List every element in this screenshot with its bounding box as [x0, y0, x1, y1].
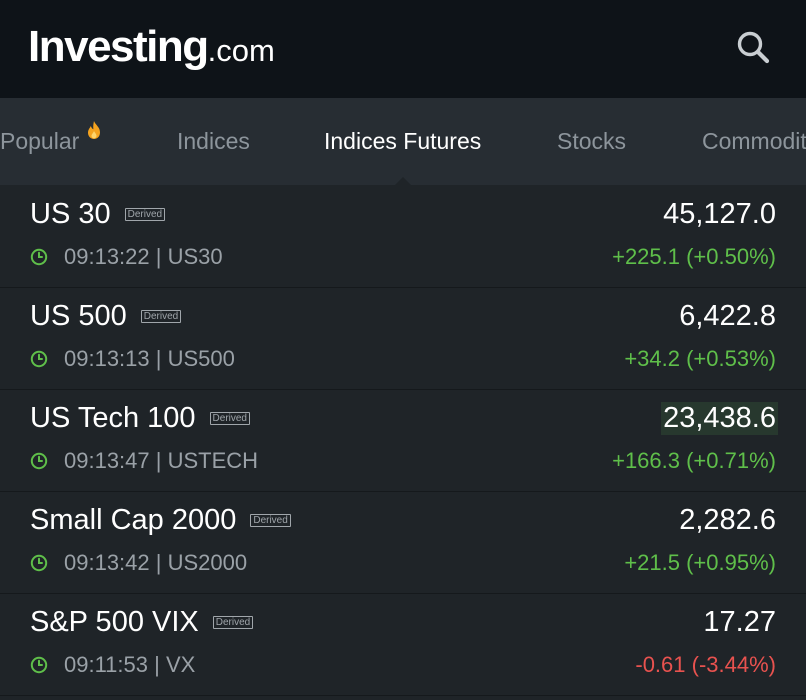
logo-suffix: .com — [207, 33, 275, 68]
instrument-name: US Tech 100 — [30, 402, 196, 434]
clock-icon — [30, 656, 48, 674]
instrument-name: S&P 500 VIX — [30, 606, 199, 638]
instrument-meta: 09:11:53 | VX — [30, 652, 195, 678]
instrument-list: US 30 Derived 09:13:22 | US30 45,127.0 +… — [0, 186, 806, 696]
instrument-name-wrap: Small Cap 2000 Derived — [30, 504, 291, 537]
instrument-meta: 09:13:42 | US2000 — [30, 550, 247, 576]
derived-badge: Derived — [140, 310, 182, 323]
fire-icon — [88, 121, 100, 139]
instrument-name: US 500 — [30, 300, 127, 332]
clock-icon — [30, 350, 48, 368]
list-item[interactable]: US Tech 100 Derived 09:13:47 | USTECH 23… — [0, 390, 806, 492]
instrument-change: +21.5 (+0.95%) — [624, 550, 776, 575]
tab-indices-futures[interactable]: Indices Futures — [324, 98, 481, 185]
instrument-name-wrap: US Tech 100 Derived — [30, 402, 250, 435]
tab-label: Indices — [177, 128, 250, 154]
instrument-price: 45,127.0 — [663, 198, 776, 230]
instrument-name-wrap: S&P 500 VIX Derived — [30, 606, 254, 639]
instrument-change: +166.3 (+0.71%) — [612, 448, 776, 473]
instrument-change: +34.2 (+0.53%) — [624, 346, 776, 371]
instrument-name: Small Cap 2000 — [30, 504, 237, 536]
tab-commodities[interactable]: Commodit — [702, 98, 806, 185]
clock-icon — [30, 554, 48, 572]
instrument-name: US 30 — [30, 198, 111, 230]
derived-badge: Derived — [124, 208, 166, 221]
investing-logo[interactable]: Investing .com — [28, 22, 275, 72]
instrument-time-symbol: 09:11:53 | VX — [64, 652, 196, 677]
instrument-time-symbol: 09:13:22 | US30 — [64, 244, 223, 269]
list-item[interactable]: US 500 Derived 09:13:13 | US500 6,422.8 … — [0, 288, 806, 390]
tab-label: Indices Futures — [324, 128, 482, 154]
search-icon[interactable] — [732, 26, 776, 70]
instrument-meta: 09:13:22 | US30 — [30, 244, 223, 270]
tab-popular[interactable]: Popular — [0, 98, 79, 185]
tab-label: Commodit — [702, 128, 806, 154]
instrument-time-symbol: 09:13:13 | US500 — [64, 346, 235, 371]
list-item[interactable]: Small Cap 2000 Derived 09:13:42 | US2000… — [0, 492, 806, 594]
tab-label: Popular — [0, 128, 80, 154]
instrument-name-wrap: US 30 Derived — [30, 198, 166, 231]
category-tabs: Popular Indices Indices Futures Stocks C… — [0, 98, 806, 185]
clock-icon — [30, 248, 48, 266]
derived-badge: Derived — [212, 616, 254, 629]
app-header: Investing .com — [0, 0, 806, 98]
instrument-time-symbol: 09:13:42 | US2000 — [64, 550, 248, 575]
tab-stocks[interactable]: Stocks — [557, 98, 626, 185]
instrument-change: +225.1 (+0.50%) — [612, 244, 776, 269]
active-tab-caret — [394, 177, 412, 186]
instrument-price: 2,282.6 — [679, 504, 776, 536]
instrument-meta: 09:13:47 | USTECH — [30, 448, 258, 474]
instrument-price: 23,438.6 — [661, 402, 778, 435]
clock-icon — [30, 452, 48, 470]
instrument-price: 17.27 — [703, 606, 776, 638]
logo-wordmark: Investing — [28, 22, 209, 71]
derived-badge: Derived — [250, 514, 291, 527]
instrument-name-wrap: US 500 Derived — [30, 300, 182, 333]
tab-indices[interactable]: Indices — [177, 98, 250, 185]
list-item[interactable]: US 30 Derived 09:13:22 | US30 45,127.0 +… — [0, 186, 806, 288]
instrument-change: -0.61 (-3.44%) — [635, 652, 776, 677]
instrument-meta: 09:13:13 | US500 — [30, 346, 235, 372]
instrument-price: 6,422.8 — [679, 300, 776, 332]
derived-badge: Derived — [209, 412, 250, 425]
tab-label: Stocks — [557, 128, 627, 154]
instrument-time-symbol: 09:13:47 | USTECH — [64, 448, 259, 473]
list-item[interactable]: S&P 500 VIX Derived 09:11:53 | VX 17.27 … — [0, 594, 806, 696]
